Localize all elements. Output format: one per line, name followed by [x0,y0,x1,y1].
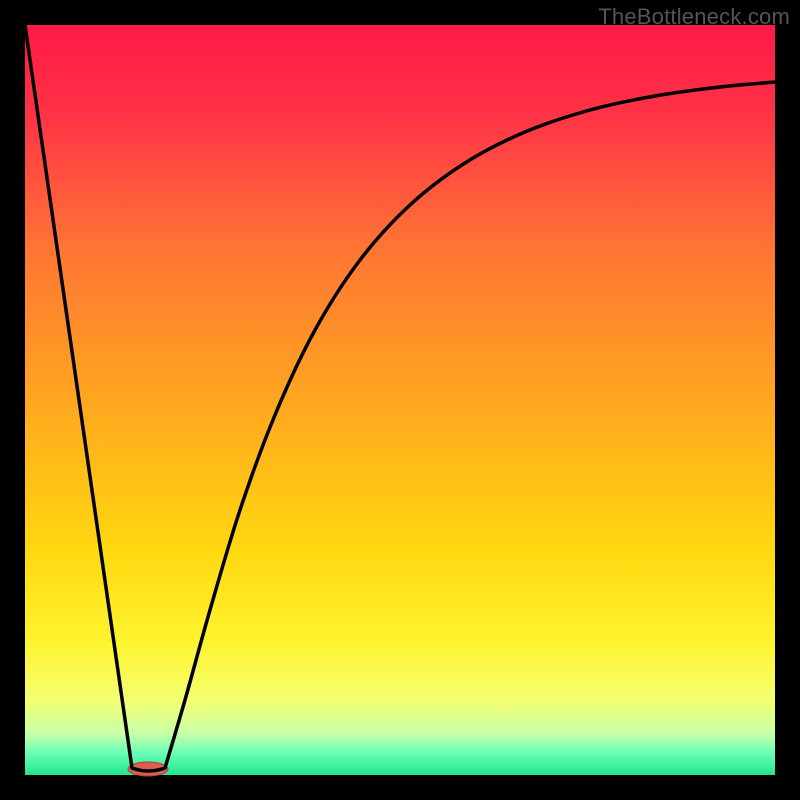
plot-area [25,25,775,775]
bottleneck-chart-svg [0,0,800,800]
chart-container: TheBottleneck.com [0,0,800,800]
watermark-text: TheBottleneck.com [598,4,790,30]
